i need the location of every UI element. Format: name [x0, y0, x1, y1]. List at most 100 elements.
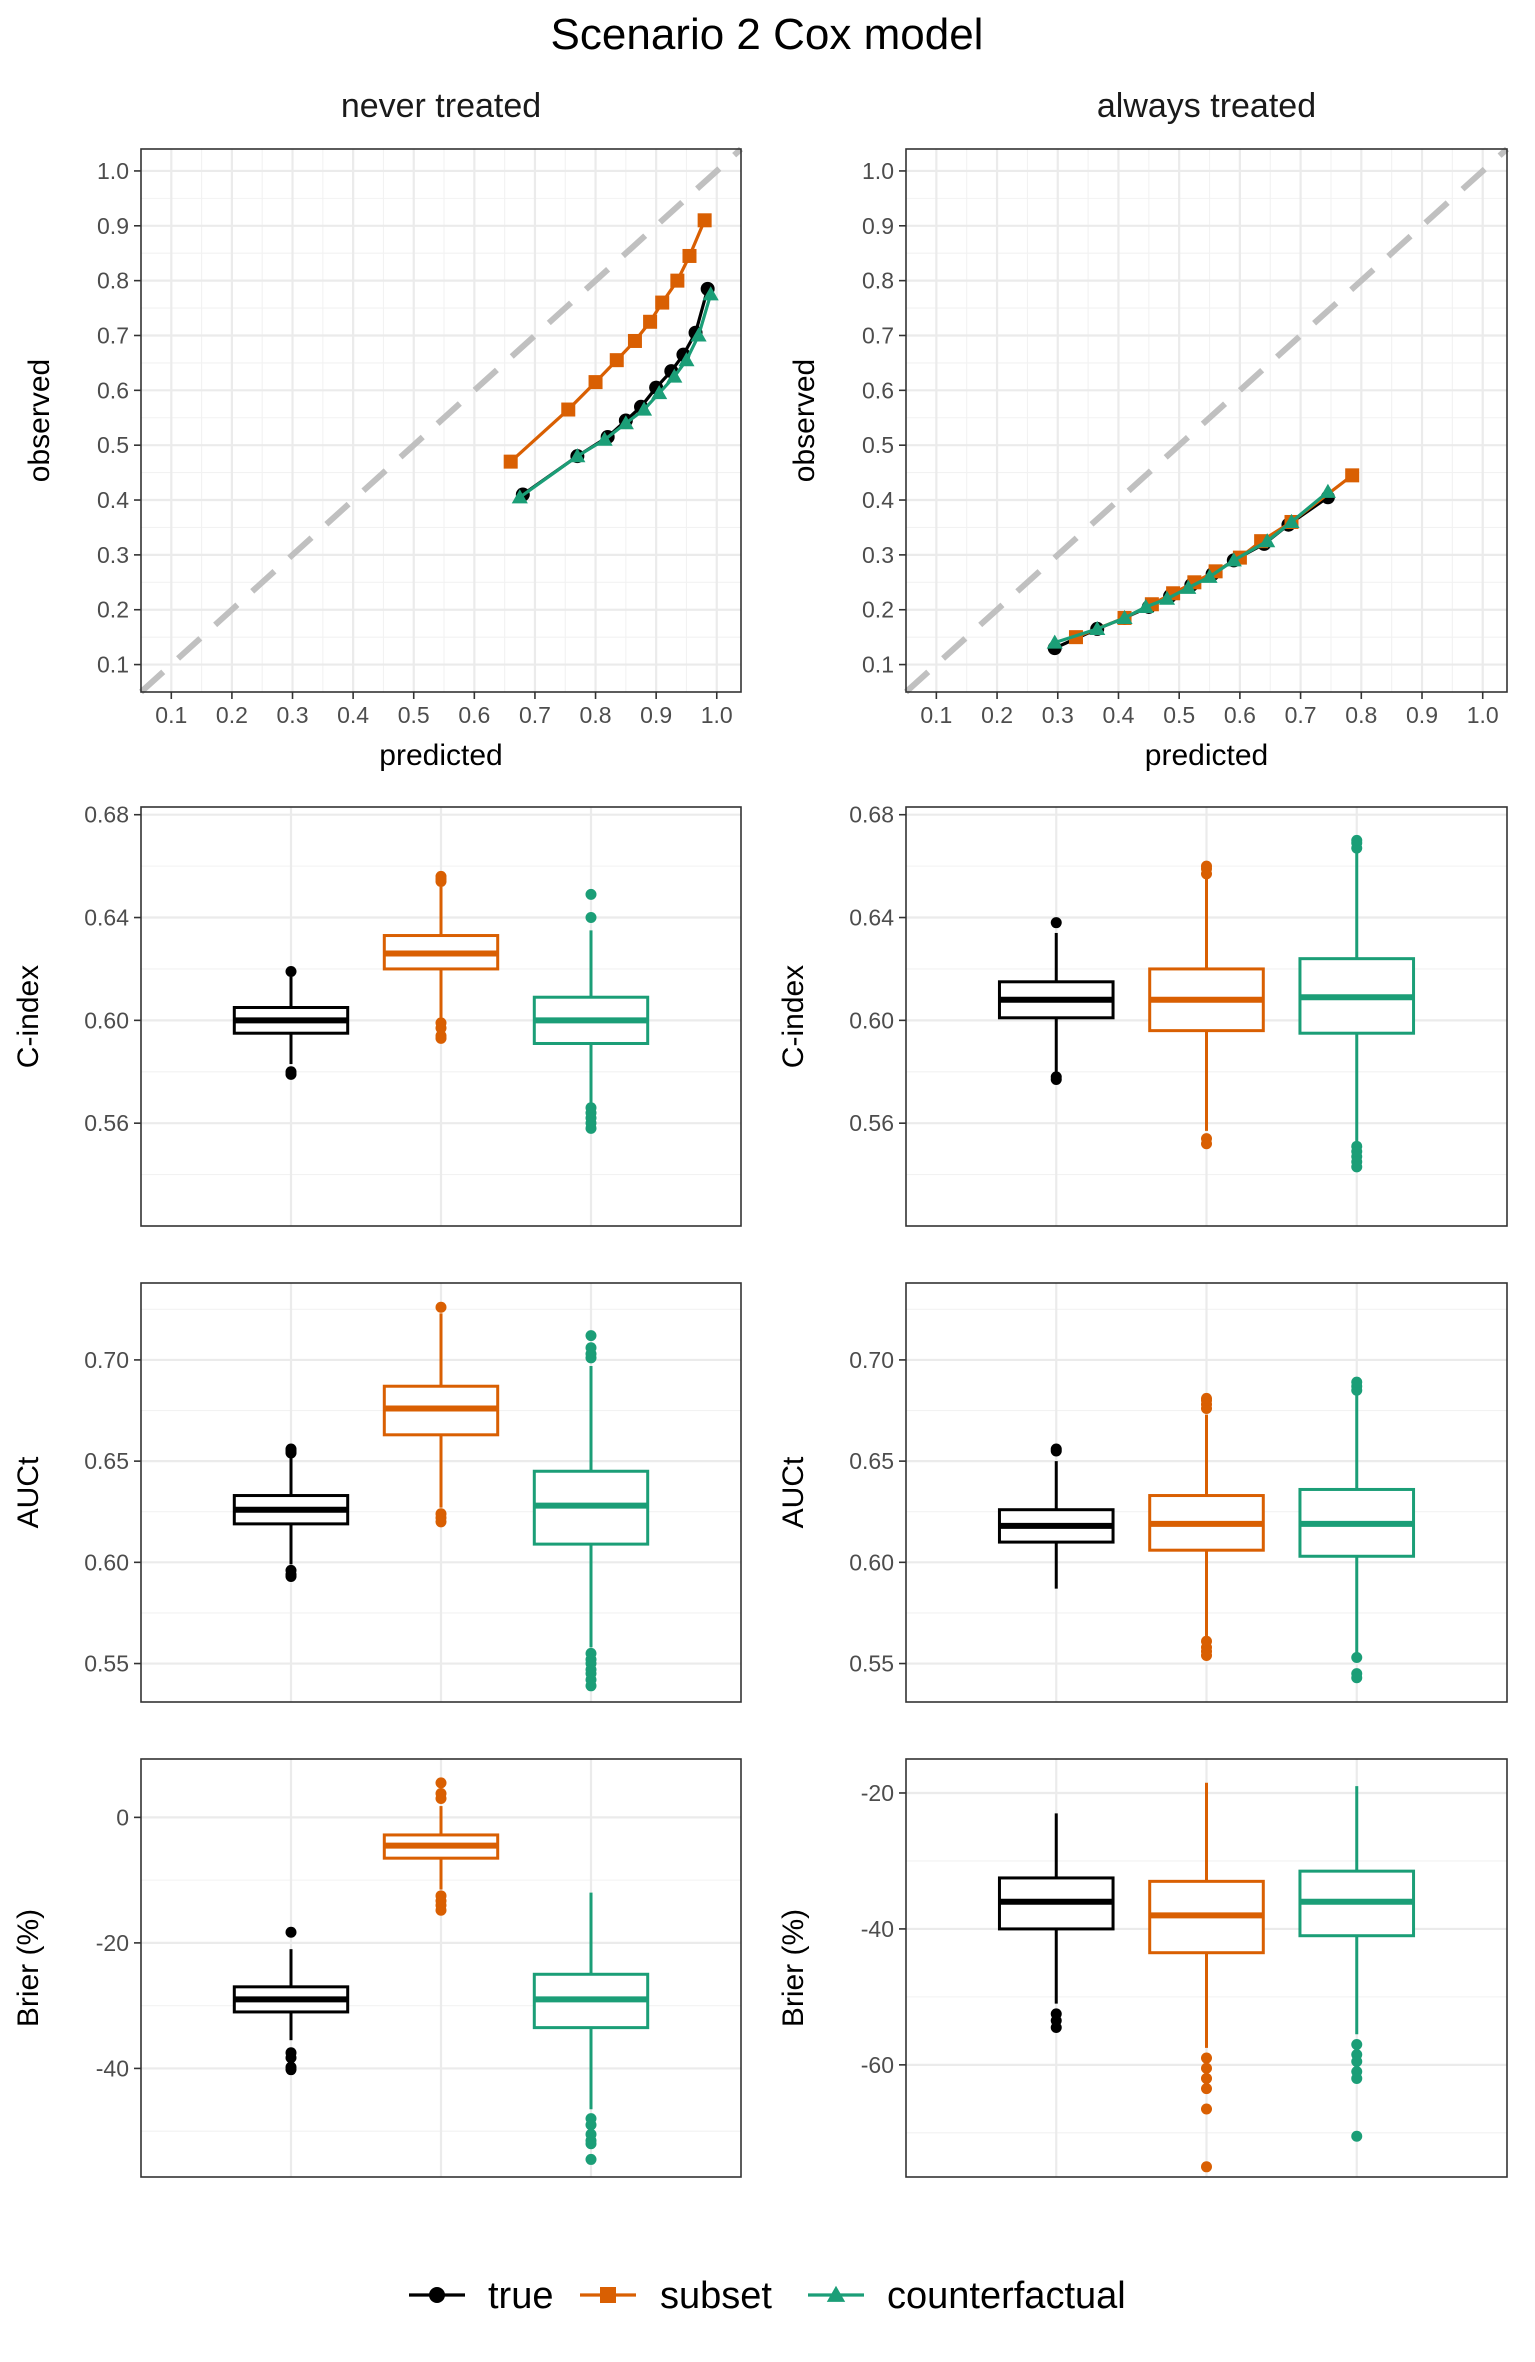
outlier-point	[1201, 2052, 1212, 2064]
y-tick-label: 0.5	[862, 432, 894, 458]
outlier-point	[1351, 1651, 1363, 1663]
point-counterfactual	[617, 415, 634, 430]
panel-border	[905, 148, 1508, 693]
y-tick-label: 0.2	[862, 597, 894, 623]
identity-line	[903, 146, 1510, 695]
identity-line	[138, 146, 744, 695]
panel-border	[140, 1758, 742, 2178]
point-subset	[609, 353, 624, 368]
box-subset	[1148, 1392, 1265, 1661]
y-tick-label: 0.8	[862, 268, 894, 294]
point-counterfactual	[666, 368, 683, 383]
point-counterfactual	[1116, 609, 1133, 624]
box-counterfactual	[1298, 1786, 1416, 2142]
y-axis-label: Brier (%)	[777, 1909, 810, 2027]
y-tick-label: 0.2	[97, 597, 129, 623]
outlier-point	[1050, 1073, 1062, 1085]
y-tick-label: 0.60	[849, 1007, 894, 1033]
panel-7: -60 -40 -20 Brier (%)	[777, 1758, 1508, 2178]
box-subset	[382, 1777, 500, 1916]
y-tick-label: 0.3	[862, 542, 894, 568]
box-true	[232, 1443, 350, 1583]
y-tick-label: 0.3	[97, 542, 129, 568]
outlier-point	[585, 1680, 597, 1692]
point-counterfactual	[1201, 568, 1218, 583]
box-true	[997, 917, 1115, 1085]
x-tick-label: 0.7	[1285, 702, 1317, 728]
box-true	[232, 1926, 350, 2076]
outlier-point	[285, 1926, 297, 1938]
y-tick-label: -20	[96, 1930, 129, 1956]
box-counterfactual	[532, 1892, 650, 2165]
y-tick-label: 0.6	[862, 377, 894, 403]
x-tick-label: 0.2	[216, 702, 248, 728]
point-subset	[670, 273, 685, 288]
y-tick-label: 0.60	[84, 1007, 129, 1033]
x-tick-label: 0.5	[1163, 702, 1195, 728]
outlier-point	[1351, 834, 1363, 846]
y-tick-label: -40	[861, 1916, 894, 1942]
box-counterfactual	[1298, 1376, 1416, 1684]
x-tick-label: 0.9	[1406, 702, 1438, 728]
outlier-point	[585, 2138, 597, 2150]
y-tick-label: 0.60	[84, 1549, 129, 1575]
panel-1: 0.1 0.2 0.3 0.4 0.5 0.6 0.7 0.8 0.9 1.0 0.1 0.2 0.3 0…	[788, 146, 1510, 772]
point-counterfactual	[702, 286, 719, 301]
x-tick-label: 1.0	[701, 702, 733, 728]
x-tick-label: 1.0	[1467, 702, 1499, 728]
y-axis-label: Brier (%)	[12, 1909, 45, 2027]
point-subset	[503, 454, 518, 469]
point-subset	[588, 375, 603, 390]
outlier-point	[285, 1571, 297, 1583]
series-line-counterfactual	[518, 293, 713, 499]
box-subset	[1148, 860, 1265, 1150]
point-counterfactual	[1283, 513, 1300, 529]
x-tick-label: 0.6	[1224, 702, 1256, 728]
outlier-point	[1050, 917, 1062, 929]
point-counterfactual	[1319, 483, 1336, 498]
outlier-point	[285, 2052, 297, 2064]
outlier-point	[435, 1788, 447, 1800]
y-tick-label: 0.64	[849, 905, 894, 931]
y-tick-label: 1.0	[97, 158, 129, 184]
box-true	[997, 1443, 1115, 1589]
panel-4: 0.55 0.60 0.65 0.70 AUCt	[12, 1282, 742, 1703]
point-counterfactual	[678, 352, 695, 367]
y-axis-label: observed	[788, 359, 821, 482]
y-tick-label: 0.5	[97, 432, 129, 458]
point-counterfactual	[569, 448, 586, 463]
y-tick-label: 0.1	[862, 652, 894, 678]
point-subset	[1345, 468, 1360, 483]
y-tick-label: 0.68	[849, 802, 894, 828]
box-counterfactual	[1298, 834, 1416, 1173]
point-subset	[682, 248, 697, 263]
panel-5: 0.55 0.60 0.65 0.70 AUCt	[777, 1282, 1508, 1703]
y-tick-label: -20	[861, 1780, 894, 1806]
outlier-point	[1050, 1443, 1062, 1455]
y-tick-label: -60	[861, 2052, 894, 2078]
panel-0: 0.1 0.2 0.3 0.4 0.5 0.6 0.7 0.8 0.9 1.0 0.1 0.2 0.3 0…	[23, 146, 744, 772]
point-subset	[655, 295, 670, 310]
outlier-point	[1201, 2161, 1212, 2173]
outlier-point	[1201, 2062, 1212, 2074]
x-tick-label: 0.2	[981, 702, 1013, 728]
panel-border	[905, 1758, 1508, 2178]
x-axis-label: predicted	[379, 739, 502, 772]
outlier-point	[1351, 1672, 1363, 1684]
y-tick-label: 0.6	[97, 377, 129, 403]
outlier-point	[585, 2119, 597, 2131]
x-tick-label: 0.3	[277, 702, 309, 728]
point-counterfactual	[1259, 533, 1276, 548]
y-axis-label: observed	[23, 359, 56, 482]
outlier-point	[585, 1122, 597, 1134]
legend-marker-circle	[429, 2287, 445, 2303]
point-counterfactual	[690, 327, 707, 342]
y-axis-label: C-index	[12, 965, 45, 1068]
legend: true subset counterfactual	[409, 2275, 1126, 2317]
outlier-point	[435, 1777, 447, 1789]
outlier-point	[585, 912, 597, 924]
outlier-point	[1201, 1138, 1212, 1150]
point-subset	[627, 333, 642, 348]
